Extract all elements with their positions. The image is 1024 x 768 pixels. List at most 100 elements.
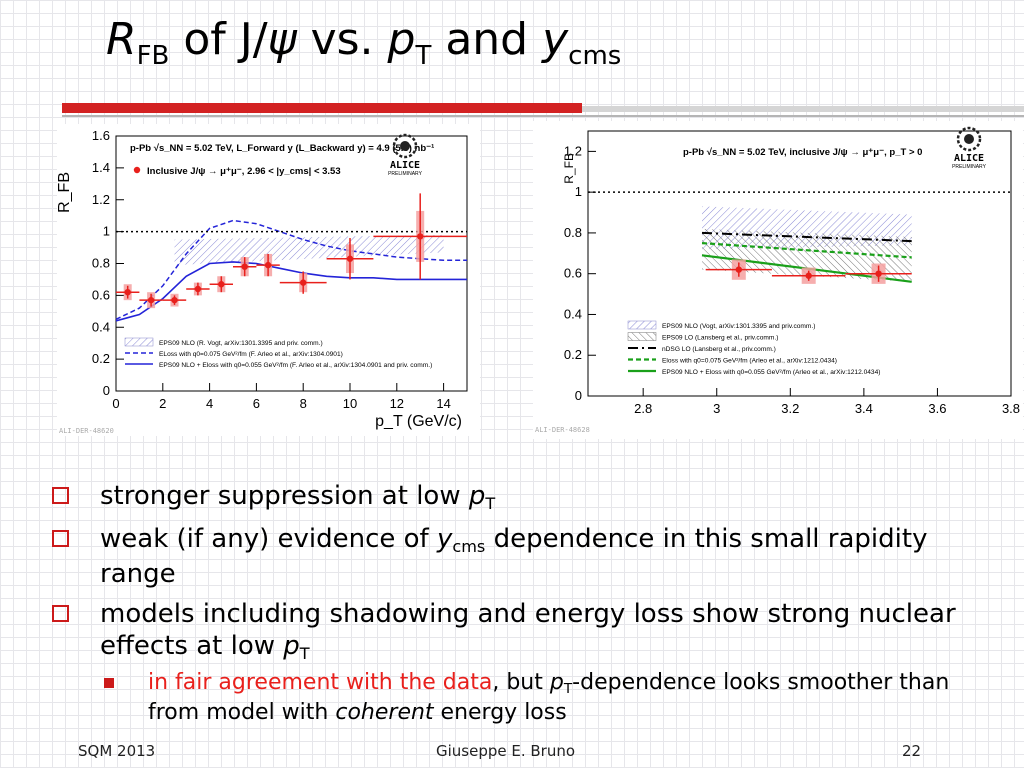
data-point bbox=[147, 296, 155, 304]
marker-label: Inclusive J/ψ → μ⁺μ⁻, 2.96 < |y_cms| < 3… bbox=[147, 166, 341, 177]
plot-frame bbox=[587, 130, 1012, 397]
legend-swatch bbox=[627, 332, 657, 341]
x-tick-label: 2.8 bbox=[634, 401, 652, 416]
y-tick-label: 0.6 bbox=[564, 266, 582, 281]
data-point bbox=[300, 279, 307, 286]
title-underline bbox=[62, 115, 1024, 117]
x-tick-label: 3.4 bbox=[855, 401, 873, 416]
chart-header: p-Pb √s_NN = 5.02 TeV, L_Forward y (L_Ba… bbox=[130, 143, 434, 154]
bullet-item: stronger suppression at low pT bbox=[52, 480, 992, 515]
data-point bbox=[218, 281, 225, 288]
chart-svg: 0 2 4 6 8 10 12 14 0 0.2 0.4 0.6 0.8 1 1.2 1.4 1.6 p-Pb √… bbox=[57, 128, 468, 435]
data-point bbox=[264, 261, 272, 269]
x-tick-label: 10 bbox=[343, 396, 357, 411]
x-tick-label: 3 bbox=[713, 401, 720, 416]
model-curve bbox=[115, 219, 467, 320]
model-band bbox=[702, 228, 912, 282]
y-tick-label: 1 bbox=[103, 224, 110, 239]
hollow-square-bullet-icon bbox=[52, 487, 69, 504]
filled-square-bullet-icon bbox=[104, 678, 114, 688]
legend-swatch bbox=[124, 337, 154, 347]
title-accent-bar bbox=[62, 103, 582, 113]
chart-watermark: ALI-DER-48620 bbox=[59, 427, 114, 435]
x-tick-label: 3.6 bbox=[928, 401, 946, 416]
data-point bbox=[875, 270, 882, 277]
legend-label: EPS09 NLO + Eloss with q0=0.055 GeV²/fm … bbox=[662, 369, 880, 376]
sub-bullet-item: in fair agreement with the data, but pT-… bbox=[52, 669, 992, 727]
footer-conference: SQM 2013 bbox=[78, 742, 156, 760]
slide-title: RFB of J/ψ vs. pT and ycms bbox=[106, 14, 622, 71]
y-tick-label: 1.2 bbox=[92, 192, 110, 207]
alice-logo-text: ALICE bbox=[390, 160, 420, 171]
x-tick-label: 0 bbox=[112, 396, 119, 411]
alice-logo-subtext: PRELIMINARY bbox=[952, 164, 986, 170]
chart-header: p-Pb √s_NN = 5.02 TeV, inclusive J/ψ → μ… bbox=[683, 147, 922, 158]
data-point bbox=[171, 296, 178, 304]
footer-page-number: 22 bbox=[902, 742, 922, 760]
x-tick-label: 4 bbox=[206, 396, 213, 411]
model-curve bbox=[701, 242, 912, 259]
y-tick-label: 0 bbox=[103, 383, 110, 398]
hollow-square-bullet-icon bbox=[52, 530, 69, 547]
y-axis-label: R_FB bbox=[57, 172, 73, 213]
data-point bbox=[735, 266, 743, 273]
rfb-vs-ycms-chart: 2.8 3 3.2 3.4 3.6 3.8 0 0.2 0.4 0.6 0.8 1 1.2 p-Pb √s… bbox=[533, 121, 1023, 439]
data-point bbox=[241, 263, 248, 270]
rfb-vs-pt-chart: 0 2 4 6 8 10 12 14 0 0.2 0.4 0.6 0.8 1 1.2 1.4 1.6 p-Pb √… bbox=[57, 124, 480, 436]
alice-logo-emblem bbox=[392, 133, 418, 159]
x-tick-label: 2 bbox=[159, 396, 166, 411]
y-axis-label: R_FB bbox=[562, 153, 576, 184]
highlight-text: in fair agreement with the data bbox=[148, 670, 493, 695]
legend-label: Eloss with q0=0.075 GeV²/fm (Arleo et al… bbox=[662, 358, 837, 365]
y-tick-label: 0 bbox=[575, 388, 582, 403]
y-tick-label: 0.8 bbox=[564, 225, 582, 240]
y-tick-label: 1.4 bbox=[92, 160, 110, 175]
y-tick-label: 0.2 bbox=[92, 351, 110, 366]
y-tick-label: 0.4 bbox=[92, 319, 110, 334]
y-tick-label: 0.6 bbox=[92, 287, 110, 302]
data-point bbox=[417, 233, 424, 240]
hollow-square-bullet-icon bbox=[52, 605, 69, 622]
bullet-item: weak (if any) evidence of ycms dependenc… bbox=[52, 523, 992, 590]
y-tick-label: 1.6 bbox=[92, 128, 110, 143]
x-axis-label: p_T (GeV/c) bbox=[375, 413, 462, 430]
x-tick-label: 3.8 bbox=[1002, 401, 1020, 416]
model-band bbox=[174, 234, 444, 266]
psi-glyph: ψ bbox=[267, 14, 297, 65]
x-tick-label: 8 bbox=[300, 396, 307, 411]
data-point bbox=[124, 288, 131, 296]
legend-label: ELoss with q0=0.075 GeV²/fm (F. Arleo et… bbox=[159, 351, 343, 358]
alice-logo-subtext: PRELIMINARY bbox=[388, 171, 422, 177]
y-tick-label: 1 bbox=[575, 184, 582, 199]
bullet-item: models including shadowing and energy lo… bbox=[52, 598, 992, 665]
data-point bbox=[346, 255, 354, 262]
legend-swatch bbox=[627, 320, 657, 330]
title-grey-bar bbox=[582, 106, 1024, 112]
legend-label: nDSG LO (Lansberg et al., priv.comm.) bbox=[662, 346, 776, 353]
y-tick-label: 1.2 bbox=[564, 143, 582, 158]
model-curve bbox=[115, 261, 467, 322]
model-curve bbox=[701, 231, 912, 243]
data-point bbox=[805, 272, 812, 279]
legend-label: EPS09 NLO + Eloss with q0=0.055 GeV²/fm … bbox=[159, 362, 432, 369]
data-point bbox=[194, 285, 202, 293]
x-tick-label: 12 bbox=[390, 396, 404, 411]
x-tick-label: 14 bbox=[436, 396, 450, 411]
alice-logo-emblem bbox=[956, 126, 982, 152]
chart-watermark: ALI-DER-48628 bbox=[535, 426, 590, 434]
alice-logo-core bbox=[964, 134, 974, 144]
alice-logo-core bbox=[400, 141, 410, 151]
y-tick-label: 0.4 bbox=[564, 306, 582, 321]
bullet-list: stronger suppression at low pT weak (if … bbox=[52, 480, 992, 727]
legend-label: EPS09 NLO (R. Vogt, arXiv:1301.3395 and … bbox=[159, 340, 323, 347]
x-tick-label: 3.2 bbox=[781, 401, 799, 416]
y-tick-label: 0.8 bbox=[92, 256, 110, 271]
alice-logo-text: ALICE bbox=[954, 153, 984, 164]
x-tick-label: 6 bbox=[253, 396, 260, 411]
chart-svg: 2.8 3 3.2 3.4 3.6 3.8 0 0.2 0.4 0.6 0.8 1 1.2 p-Pb √s… bbox=[535, 126, 1020, 434]
legend-label: EPS09 NLO (Vogt, arXiv:1301.3395 and pri… bbox=[662, 323, 815, 330]
legend-marker bbox=[133, 166, 141, 174]
